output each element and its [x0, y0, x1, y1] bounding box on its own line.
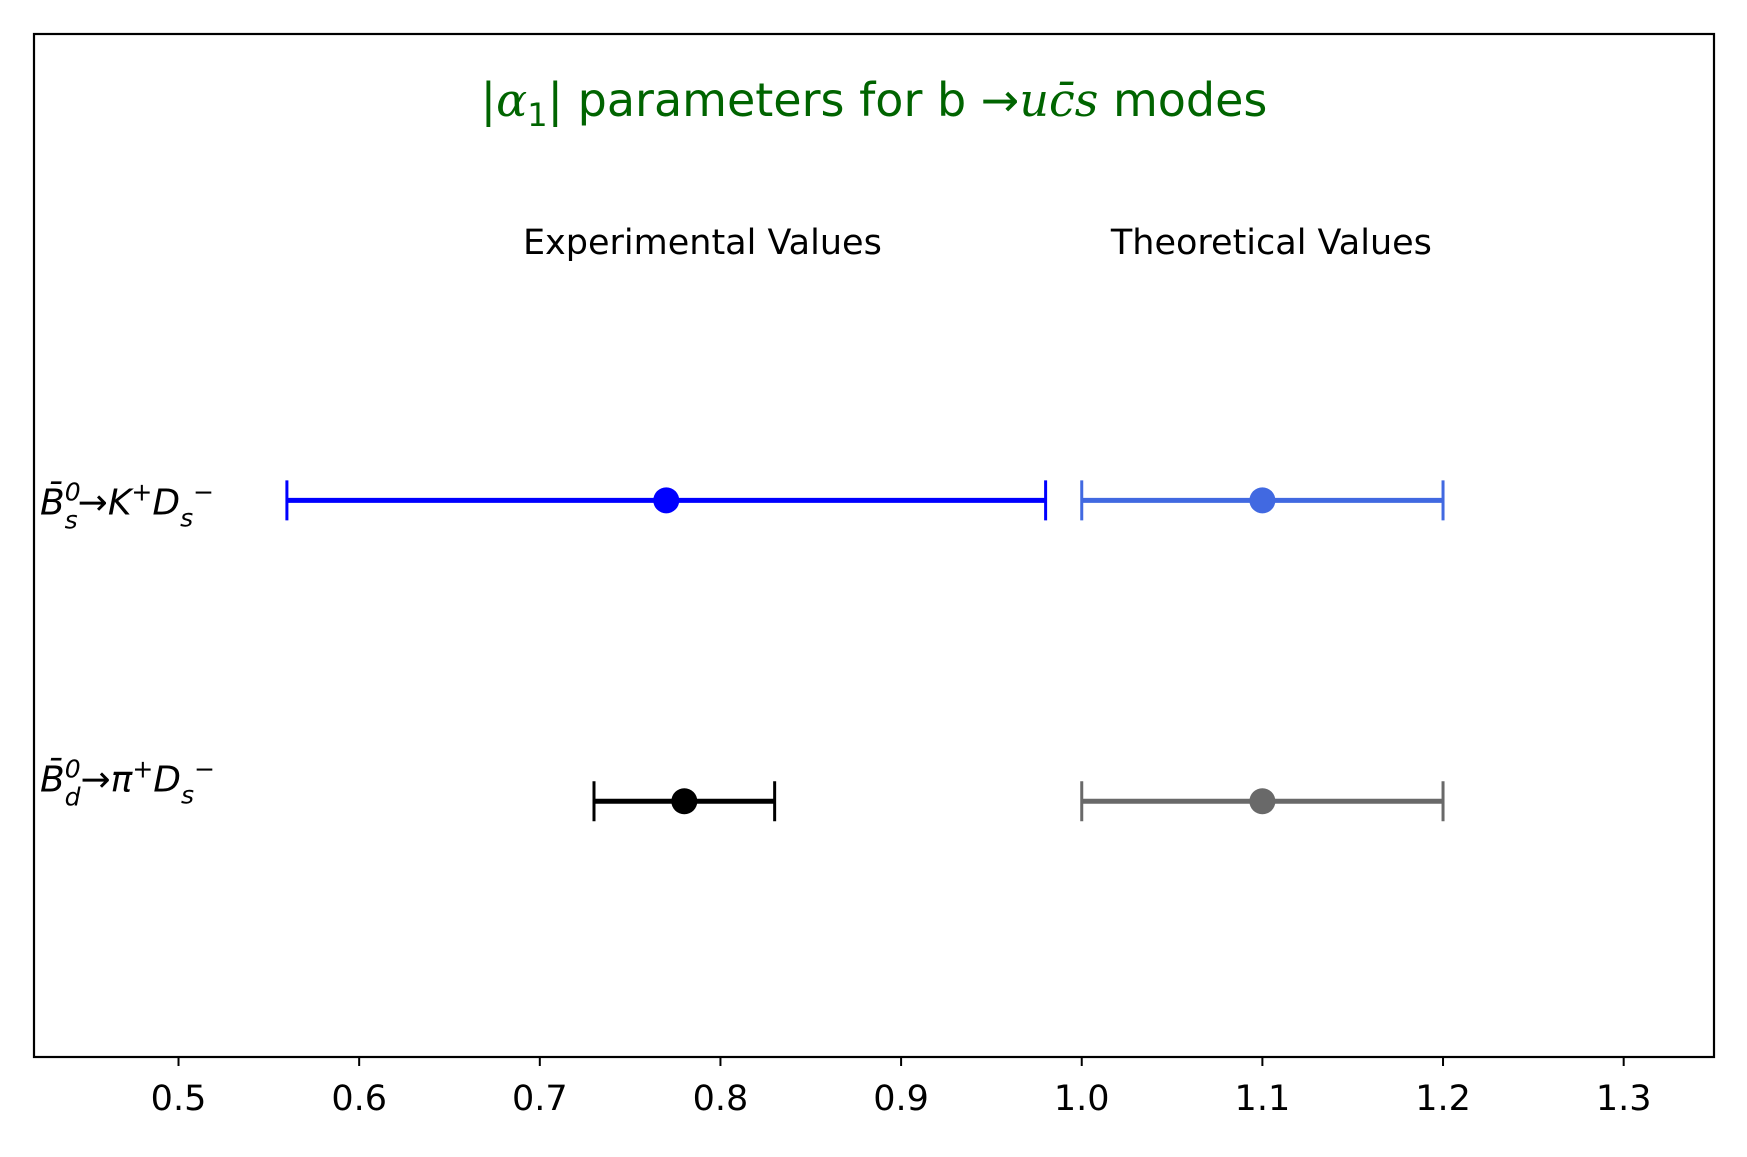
- x-axis: 0.5 0.6 0.7 0.8 0.9 1.0 1.1 1.2 1.3: [151, 1057, 1652, 1119]
- data-point: [1249, 788, 1276, 815]
- x-tick-label: 0.8: [693, 1079, 749, 1119]
- x-tick-label: 1.3: [1596, 1079, 1652, 1119]
- data-point: [1249, 487, 1276, 514]
- plot-frame: [32, 32, 1716, 1059]
- x-tick-label: 0.6: [331, 1079, 387, 1119]
- data-point: [671, 788, 698, 815]
- x-tick-label: 0.7: [512, 1079, 568, 1119]
- row-label-bd: B̄0 d→π+Ds−: [40, 754, 215, 811]
- x-tick-label: 1.2: [1415, 1079, 1471, 1119]
- errorbar-bs-th: [1080, 480, 1445, 521]
- errorbar-bd-th: [1080, 781, 1445, 822]
- annotation-theoretical: Theoretical Values: [1110, 223, 1432, 263]
- errorbar-bs-exp: [285, 480, 1048, 521]
- x-tick-label: 0.9: [873, 1079, 929, 1119]
- error-bars: [285, 480, 1445, 822]
- x-tick-label: 1.1: [1235, 1079, 1291, 1119]
- data-point: [653, 487, 680, 514]
- annotation-experimental: Experimental Values: [523, 223, 882, 263]
- errorbar-bd-exp: [592, 781, 777, 822]
- row-label-bs: B̄0 s→K+Ds−: [40, 477, 214, 534]
- x-tick-label: 0.5: [151, 1079, 207, 1119]
- chart-title: |α1| parameters for b →uc̄s modes: [481, 73, 1268, 134]
- x-tick-label: 1.0: [1054, 1079, 1110, 1119]
